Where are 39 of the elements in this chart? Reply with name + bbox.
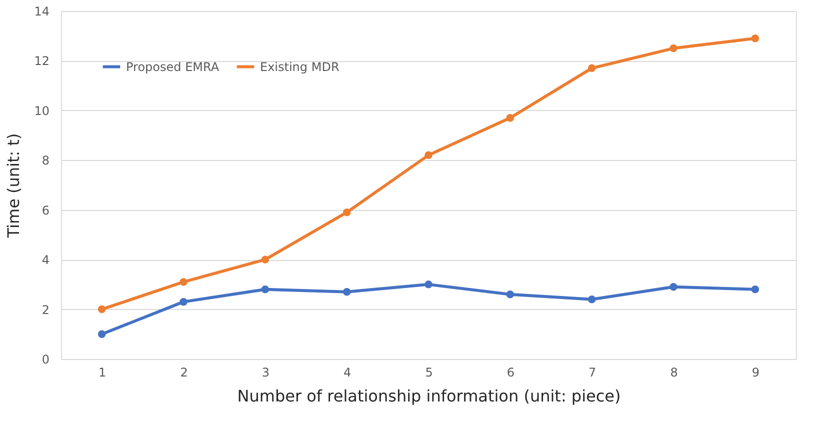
y-tick-label: 14 [34,4,50,18]
legend-label: Existing MDR [260,60,340,74]
point [751,286,760,294]
point [342,288,351,296]
point [261,256,270,264]
x-axis-title: Number of relationship information (unit: piece) [237,386,621,406]
x-tick-label: 3 [262,366,270,380]
y-tick-label: 4 [42,253,50,268]
y-tick-label: 6 [42,203,50,218]
x-tick-label: 8 [670,366,678,380]
point [98,330,106,338]
point [98,305,106,314]
point [180,278,188,286]
y-tick-label: 2 [42,302,50,317]
point [342,208,351,216]
x-tick-label: 7 [588,366,596,380]
x-tick-label: 1 [98,366,106,380]
point [670,283,678,291]
x-tick-label: 6 [506,366,514,380]
point [751,34,760,42]
y-tick-label: 10 [34,104,50,118]
point [506,114,514,122]
point [424,280,432,288]
x-tick-label: 9 [752,366,760,380]
x-tick-label: 2 [180,366,188,380]
y-tick-label: 0 [42,352,50,366]
y-axis-title: Time (unit: t) [4,133,24,239]
point [424,151,432,160]
point [670,44,678,52]
point [588,64,596,72]
y-tick-label: 8 [42,154,50,168]
legend-label: Proposed EMRA [126,60,220,74]
point [588,295,596,304]
y-tick-label: 12 [34,54,50,68]
x-tick-label: 5 [425,366,433,380]
point [261,286,270,294]
x-tick-label: 4 [344,366,352,380]
point [506,290,514,298]
point [180,298,188,306]
